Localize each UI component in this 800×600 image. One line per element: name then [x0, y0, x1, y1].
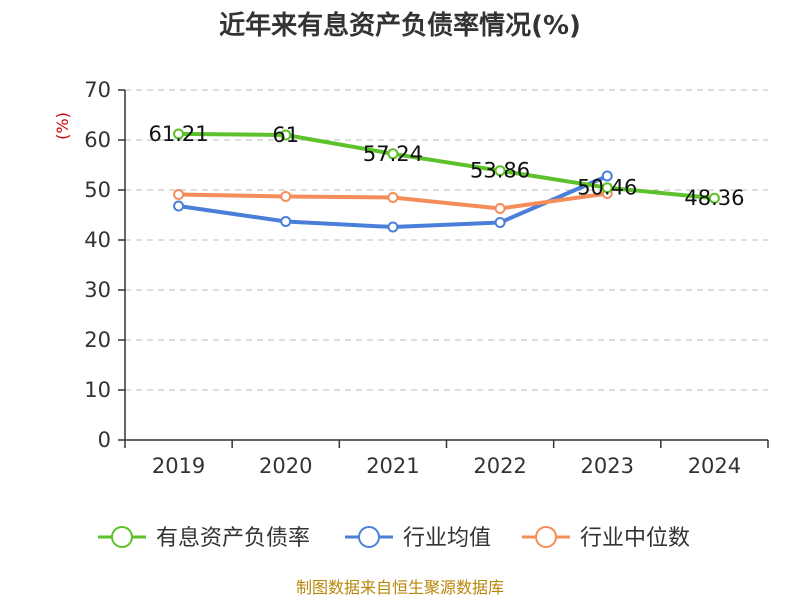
data-label: 53.86 — [470, 159, 530, 183]
legend-item: 行业中位数 — [522, 526, 690, 551]
data-point — [601, 170, 613, 182]
legend: 有息资产负债率 行业均值 行业中位数 — [98, 526, 690, 551]
x-tick-label: 2022 — [473, 454, 526, 478]
y-tick-label: 0 — [98, 428, 111, 452]
data-point — [173, 189, 185, 200]
data-point — [708, 192, 720, 204]
series-1 — [173, 170, 613, 233]
data-point — [601, 182, 613, 194]
data-point — [494, 217, 506, 228]
data-label: 48.36 — [684, 186, 744, 210]
series-0 — [173, 128, 720, 204]
y-tick-label: 20 — [84, 328, 111, 352]
y-tick-label: 10 — [84, 378, 111, 402]
axes: 0 10 20 30 40 50 60 70 2019 2020 2021 2022 2023 2024 — [84, 78, 769, 478]
legend-item: 有息资产负债率 — [98, 526, 310, 551]
series-2 — [173, 188, 613, 214]
source-note: 制图数据来自恒生聚源数据库 — [296, 578, 504, 597]
y-axis-unit-label: (%) — [53, 112, 72, 140]
data-label: 57.24 — [363, 142, 423, 166]
legend-swatch-marker — [358, 526, 380, 548]
legend-label: 有息资产负债率 — [156, 526, 310, 551]
legend-item: 行业均值 — [345, 526, 491, 551]
legend-label: 行业中位数 — [580, 526, 690, 551]
grid-lines — [125, 89, 768, 391]
legend-swatch-marker — [535, 526, 557, 548]
series-line — [178, 131, 715, 201]
y-tick-label: 70 — [84, 78, 111, 102]
x-tick-label: 2020 — [259, 454, 312, 478]
x-tick-label: 2024 — [688, 454, 741, 478]
data-point — [280, 216, 292, 227]
y-tick-label: 60 — [84, 128, 111, 152]
legend-label: 行业均值 — [403, 526, 491, 551]
legend-swatch-marker — [111, 526, 133, 548]
y-tick-label: 30 — [84, 278, 111, 302]
data-label: 61 — [272, 123, 299, 147]
data-label: 50.46 — [577, 176, 637, 200]
data-point — [173, 200, 185, 212]
data-point — [173, 128, 185, 140]
y-tick-label: 50 — [84, 178, 111, 202]
series-layer — [173, 128, 720, 233]
data-label: 61.21 — [149, 122, 209, 146]
x-tick-label: 2021 — [366, 454, 419, 478]
data-point — [387, 148, 399, 160]
data-point — [280, 129, 292, 141]
data-point — [494, 203, 506, 214]
x-tick-label: 2023 — [581, 454, 634, 478]
data-point — [494, 165, 506, 177]
data-point — [280, 191, 292, 202]
chart-title: 近年来有息资产负债率情况(%) — [219, 10, 581, 41]
data-point — [387, 192, 399, 203]
y-tick-label: 40 — [84, 228, 111, 252]
data-labels: 61.21 61 57.24 53.86 50.46 48.36 — [149, 122, 745, 210]
x-tick-label: 2019 — [152, 454, 205, 478]
data-point — [387, 221, 399, 233]
